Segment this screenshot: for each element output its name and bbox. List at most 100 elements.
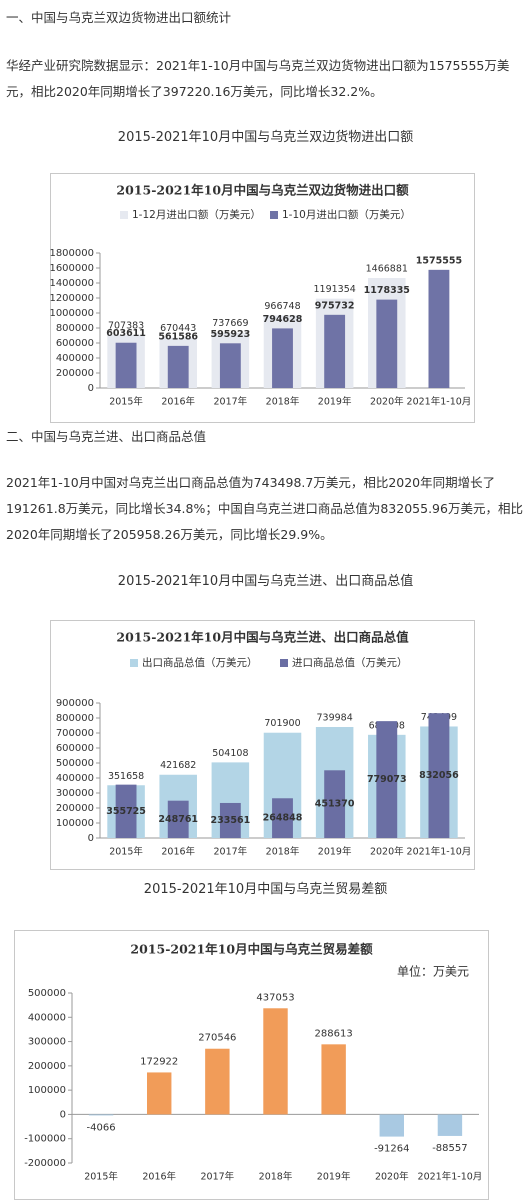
y-tick-label: 100000	[56, 818, 94, 829]
y-tick-label: -100000	[24, 1134, 66, 1145]
bar	[115, 784, 137, 838]
y-tick-label: 1400000	[50, 278, 94, 289]
data-label: 670443	[160, 323, 196, 334]
x-tick-label: 2016年	[161, 846, 195, 858]
bar	[324, 314, 346, 388]
figure-caption: 2015-2021年10月中国与乌克兰贸易差额	[143, 882, 388, 897]
heading: 一、中国与乌克兰双边货物进出口额统计	[6, 10, 232, 25]
data-label: -91264	[374, 1144, 409, 1155]
data-label: 1575555	[416, 255, 462, 266]
y-tick-label: 500000	[28, 988, 66, 999]
data-label: 288613	[315, 1028, 353, 1039]
chart-frame	[50, 173, 475, 423]
unit-label: 单位：万美元	[397, 964, 469, 979]
y-tick-label: 500000	[56, 758, 94, 769]
legend-label: 1-10月进出口额（万美元）	[282, 208, 411, 221]
chart-frame	[50, 620, 475, 870]
data-label: 561586	[158, 331, 198, 342]
y-tick-label: 200000	[56, 803, 94, 814]
data-label: 707383	[108, 320, 144, 331]
legend-swatch	[130, 659, 138, 667]
data-label: -88557	[432, 1143, 467, 1154]
y-tick-label: 1200000	[50, 293, 94, 304]
data-label: 779073	[367, 774, 407, 785]
data-label: 437053	[256, 992, 294, 1003]
chart-title: 2015-2021年10月中国与乌克兰双边货物进出口额	[116, 183, 409, 198]
y-tick-label: 1000000	[50, 308, 94, 319]
data-label: 595923	[211, 329, 251, 340]
figure-caption: 2015-2021年10月中国与乌克兰双边货物进出口额	[117, 130, 414, 145]
chart-title: 2015-2021年10月中国与乌克兰进、出口商品总值	[116, 630, 409, 645]
data-label: -4066	[87, 1122, 116, 1133]
figure-caption: 2015-2021年10月中国与乌克兰进、出口商品总值	[117, 574, 414, 589]
y-tick-label: 400000	[56, 353, 94, 364]
bar	[376, 721, 398, 838]
x-tick-label: 2015年	[109, 396, 143, 408]
bar	[167, 800, 189, 838]
paragraph: 2021年1-10月中国对乌克兰出口商品总值为743498.7万美元，相比202…	[6, 475, 523, 542]
data-label: 264848	[263, 813, 303, 824]
bar	[428, 713, 450, 838]
data-label: 1191354	[313, 284, 355, 295]
y-tick-label: 100000	[28, 1085, 66, 1096]
bar	[147, 1072, 172, 1115]
y-tick-label: 300000	[56, 788, 94, 799]
x-tick-label: 2016年	[142, 1171, 176, 1183]
bar	[115, 342, 137, 388]
x-tick-label: 2017年	[214, 846, 248, 858]
x-tick-label: 2019年	[317, 1171, 351, 1183]
bar	[437, 1114, 463, 1136]
bar	[167, 345, 189, 388]
data-label: 355725	[106, 806, 146, 817]
paragraph: 华经产业研究院数据显示：2021年1-10月中国与乌克兰双边货物进出口额为157…	[6, 58, 510, 99]
bar	[272, 328, 293, 388]
y-tick-label: 400000	[56, 773, 94, 784]
data-label: 270546	[198, 1033, 236, 1044]
y-tick-label: 0	[88, 383, 94, 394]
y-tick-label: 0	[60, 1109, 66, 1120]
y-tick-label: 900000	[56, 698, 94, 709]
y-tick-label: 400000	[28, 1012, 66, 1023]
x-tick-label: 2020年	[375, 1171, 409, 1183]
x-tick-label: 2019年	[318, 846, 352, 858]
y-tick-label: -200000	[24, 1158, 66, 1169]
data-label: 504108	[212, 748, 248, 759]
legend-label: 出口商品总值（万美元）	[142, 656, 258, 669]
bar	[272, 798, 293, 838]
y-tick-label: 800000	[56, 713, 94, 724]
bar	[324, 770, 346, 838]
bar	[219, 343, 241, 388]
bar	[376, 299, 398, 388]
data-label: 1178335	[364, 285, 410, 296]
y-tick-label: 800000	[56, 323, 94, 334]
bar	[263, 1008, 288, 1115]
x-tick-label: 2021年1-10月	[407, 396, 472, 408]
bar	[219, 802, 241, 838]
x-tick-label: 2019年	[318, 396, 352, 408]
legend-label: 1-12月进出口额（万美元）	[132, 208, 261, 221]
y-tick-label: 0	[88, 833, 94, 844]
x-tick-label: 2018年	[259, 1171, 293, 1183]
x-tick-label: 2018年	[266, 396, 300, 408]
y-tick-label: 200000	[56, 368, 94, 379]
data-label: 737669	[212, 318, 248, 329]
legend-swatch	[270, 211, 278, 219]
y-tick-label: 700000	[56, 728, 94, 739]
y-tick-label: 300000	[28, 1037, 66, 1048]
bar	[205, 1048, 230, 1115]
chart: 2015-2021年10月中国与乌克兰双边货物进出口额 0 200000 400000…	[50, 173, 475, 423]
heading: 二、中国与乌克兰进、出口商品总值	[6, 429, 207, 444]
y-tick-label: 200000	[28, 1061, 66, 1072]
data-label: 351658	[108, 771, 144, 782]
y-tick-label: 600000	[56, 743, 94, 754]
y-tick-label: 1800000	[50, 248, 94, 259]
legend-swatch	[120, 211, 128, 219]
x-tick-label: 2020年	[370, 396, 404, 408]
bar	[88, 1114, 114, 1116]
x-tick-label: 2017年	[201, 1171, 235, 1183]
data-label: 233561	[211, 815, 251, 826]
data-label: 975732	[315, 300, 355, 311]
data-label: 421682	[160, 760, 196, 771]
